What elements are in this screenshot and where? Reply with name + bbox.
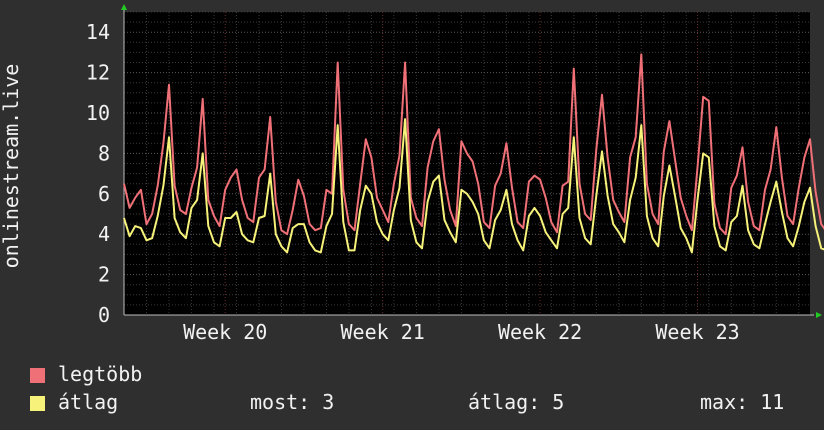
legend-swatch-legtobb — [30, 368, 45, 383]
tick-labels: 0 2 4 6 8 10 12 14 Week 20 Week 21 Week 22 Week 23 — [86, 20, 740, 344]
y-tick-label: 6 — [98, 182, 110, 206]
legend-swatch-atlag — [30, 396, 45, 411]
data-series — [123, 53, 824, 254]
series-line-atlag — [123, 118, 824, 254]
stat-average: átlag: 5 — [468, 390, 565, 414]
x-axis-arrow-icon — [816, 312, 822, 318]
y-tick-label: 12 — [86, 61, 110, 85]
x-tick-label: Week 23 — [655, 320, 739, 344]
y-axis-label: onlinestream.live — [0, 64, 23, 269]
y-axis-arrow-icon — [121, 4, 127, 10]
series-line-legtobb — [123, 53, 824, 236]
x-tick-label: Week 22 — [498, 320, 582, 344]
grid-lines — [123, 11, 810, 316]
stat-now: most: 3 — [250, 390, 335, 414]
axes — [121, 4, 822, 318]
y-tick-label: 14 — [86, 20, 110, 44]
y-tick-label: 4 — [98, 222, 110, 246]
x-tick-label: Week 20 — [183, 320, 267, 344]
y-tick-label: 0 — [98, 303, 110, 327]
y-tick-label: 2 — [98, 263, 110, 287]
legend-label: átlag — [58, 390, 119, 414]
y-tick-label: 10 — [86, 101, 110, 125]
legend-label: legtöbb — [58, 362, 143, 386]
y-tick-label: 8 — [98, 141, 110, 165]
stat-max: max: 11 — [700, 390, 785, 414]
x-tick-label: Week 21 — [341, 320, 425, 344]
